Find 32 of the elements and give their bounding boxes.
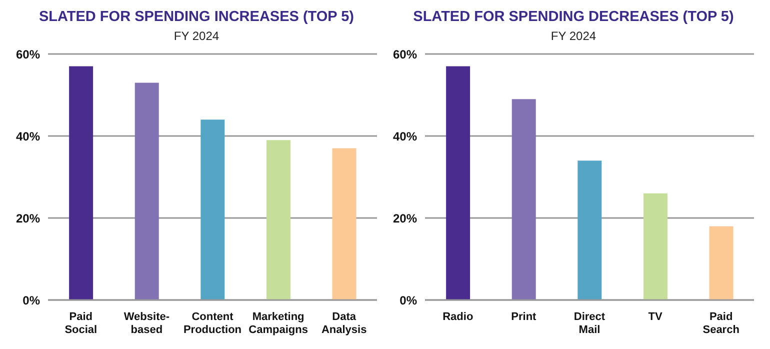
bar: [643, 193, 668, 300]
y-tick-label: 20%: [16, 211, 40, 226]
x-tick-label: Content Production: [183, 311, 242, 336]
bar: [200, 120, 225, 300]
x-tick-label: Paid Search: [702, 311, 740, 336]
x-tick-label: Print: [511, 311, 537, 323]
x-tick-label: Paid Social: [64, 311, 98, 336]
bar: [134, 82, 159, 300]
chart-title: SLATED FOR SPENDING DECREASES (TOP 5): [412, 8, 735, 26]
y-tick-label: 40%: [16, 129, 40, 144]
bar: [332, 148, 356, 300]
y-tick-label: 60%: [392, 47, 418, 62]
bar: [578, 160, 602, 300]
x-tick-label: Marketing Campaigns: [248, 311, 308, 336]
x-tick-label: Radio: [442, 311, 474, 323]
y-tick-label: 0%: [22, 293, 40, 308]
chart-subtitle: FY 2024: [550, 28, 598, 44]
bar: [69, 66, 94, 300]
y-tick-label: 60%: [16, 47, 40, 62]
x-tick-label: Direct Mail: [574, 311, 606, 336]
bar: [709, 226, 734, 300]
y-tick-label: 0%: [400, 293, 418, 308]
x-tick-label: Website-based: [124, 311, 170, 336]
chart-title: SLATED FOR SPENDING INCREASES (TOP 5): [38, 8, 355, 26]
bar: [512, 99, 536, 300]
bar: [446, 66, 470, 300]
x-tick-label: Data Analysis: [321, 311, 367, 336]
bar: [266, 140, 290, 300]
y-tick-label: 40%: [392, 129, 418, 144]
x-tick-label: TV: [648, 311, 663, 323]
y-tick-label: 20%: [392, 211, 418, 226]
chart-subtitle: FY 2024: [172, 28, 220, 44]
